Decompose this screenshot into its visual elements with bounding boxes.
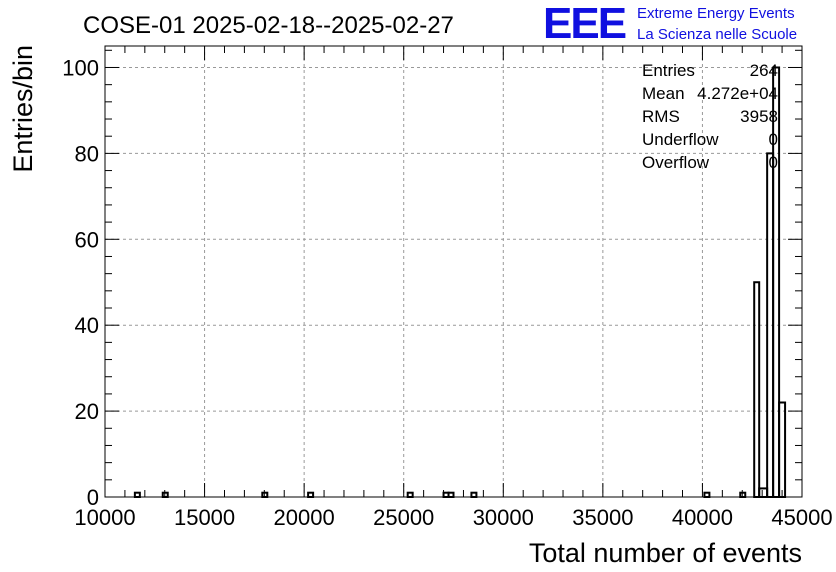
histogram-bin (133, 491, 141, 499)
y-tick-label: 100 (62, 55, 99, 80)
x-tick-label: 45000 (771, 505, 832, 530)
histogram-bin (753, 281, 761, 498)
histogram-bin (447, 491, 455, 499)
x-tick-label: 25000 (373, 505, 434, 530)
stats-label: RMS (642, 107, 680, 126)
tick-labels: 10000 15000 20000 25000 30000 35000 40000 45000… (62, 55, 832, 530)
stats-value: 264 (750, 61, 778, 80)
histogram-bin (406, 491, 414, 499)
axes (104, 45, 803, 498)
stats-box: Entries 264 Mean 4.272e+04 RMS 3958 Underflow 0… (642, 61, 778, 172)
logo-line-1: Extreme Energy Events (637, 5, 795, 22)
stats-value: 4.272e+04 (697, 84, 778, 103)
x-tick-label: 35000 (572, 505, 633, 530)
stats-label: Entries (642, 61, 695, 80)
histogram-bin (470, 491, 478, 499)
y-tick-label: 40 (75, 313, 99, 338)
logo-line-2: La Scienza nelle Scuole (637, 26, 797, 43)
stats-value: 0 (769, 153, 778, 172)
grid-lines (105, 46, 802, 497)
y-tick-label: 80 (75, 141, 99, 166)
y-tick-label: 0 (87, 485, 99, 510)
stats-label: Overflow (642, 153, 710, 172)
logo-mark: EEE (543, 0, 626, 48)
histogram-bin (703, 491, 711, 499)
x-tick-label: 40000 (672, 505, 733, 530)
x-tick-label: 10000 (74, 505, 135, 530)
stats-value: 3958 (740, 107, 778, 126)
y-tick-label: 60 (75, 227, 99, 252)
histogram-bin (307, 491, 315, 499)
eee-logo: EEE Extreme Energy Events La Scienza nel… (543, 0, 797, 48)
stats-value: 0 (769, 130, 778, 149)
stats-label: Mean (642, 84, 685, 103)
y-tick-label: 20 (75, 399, 99, 424)
x-tick-label: 15000 (174, 505, 235, 530)
plot-frame (104, 45, 803, 498)
histogram-bin (778, 401, 787, 498)
y-axis-title: Entries/bin (8, 45, 38, 173)
chart-title: COSE-01 2025-02-18--2025-02-27 (83, 12, 454, 39)
stats-label: Underflow (642, 130, 719, 149)
x-axis-title: Total number of events (529, 538, 802, 568)
x-tick-label: 20000 (274, 505, 335, 530)
x-tick-label: 30000 (473, 505, 534, 530)
histogram-bin (758, 487, 769, 498)
